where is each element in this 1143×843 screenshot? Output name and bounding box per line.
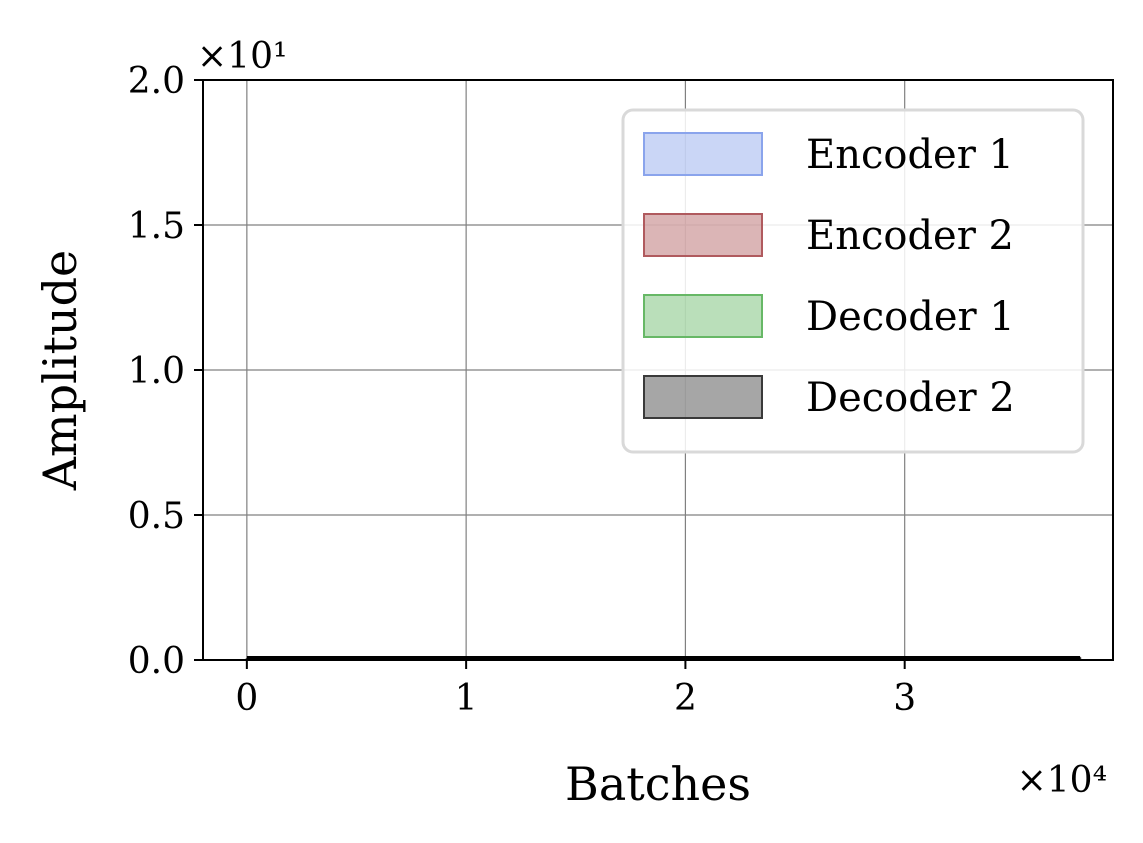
x-tick-label: 0 (235, 678, 258, 719)
y-tick-label: 0.0 (128, 641, 185, 682)
y-axis-title: Amplitude (33, 250, 87, 492)
x-scale-label: ×10⁴ (1017, 760, 1107, 801)
legend-label: Encoder 1 (806, 132, 1014, 178)
legend-swatch (643, 375, 763, 419)
axes-layer: 0 1 2 3 0.0 0.5 1.0 1.5 2.0 (128, 61, 1114, 719)
legend-box (621, 108, 1085, 454)
x-axis-title: Batches (565, 757, 751, 811)
legend-label: Encoder 2 (806, 213, 1014, 259)
x-tick-label: 1 (455, 678, 478, 719)
x-tick-label: 3 (893, 678, 916, 719)
y-scale-label: ×10¹ (197, 36, 287, 77)
legend-label: Decoder 1 (806, 294, 1015, 340)
y-tick-label: 1.0 (128, 351, 185, 392)
legend-swatch (643, 294, 763, 338)
y-tick-label: 0.5 (128, 496, 185, 537)
legend: Encoder 1 Encoder 2 Decoder 1 Decoder 2 (621, 108, 1085, 454)
y-tick-label: 2.0 (128, 61, 185, 102)
y-tick-label: 1.5 (128, 206, 185, 247)
legend-label: Decoder 2 (806, 375, 1015, 421)
legend-swatch (643, 213, 763, 257)
legend-swatch (643, 132, 763, 176)
x-tick-label: 2 (674, 678, 697, 719)
